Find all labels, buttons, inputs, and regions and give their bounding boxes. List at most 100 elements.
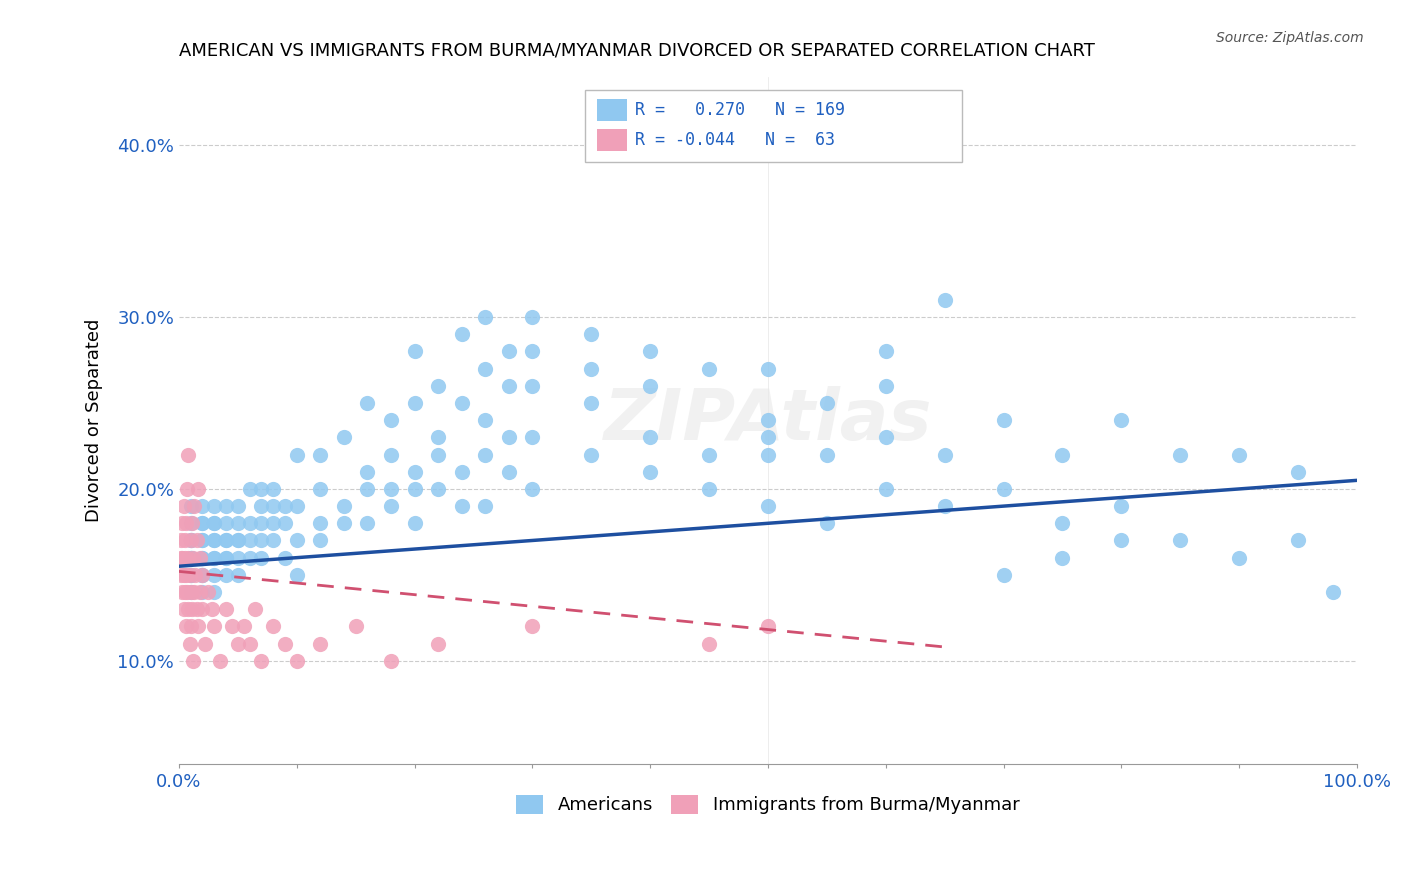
Point	[245, 602, 267, 616]
Point	[194, 636, 217, 650]
Point	[333, 516, 356, 531]
Point	[177, 550, 200, 565]
Point	[191, 550, 214, 565]
Point	[191, 550, 214, 565]
Point	[427, 379, 450, 393]
Point	[180, 533, 202, 548]
Point	[474, 499, 496, 513]
Point	[239, 533, 262, 548]
Point	[215, 567, 238, 582]
Text: R = -0.044   N =  63: R = -0.044 N = 63	[636, 131, 835, 149]
Point	[309, 533, 332, 548]
Point	[221, 619, 243, 633]
Point	[274, 636, 297, 650]
Point	[202, 516, 225, 531]
Point	[187, 482, 209, 496]
Point	[697, 361, 720, 376]
Point	[180, 585, 202, 599]
Point	[191, 567, 214, 582]
Point	[581, 361, 603, 376]
Point	[427, 430, 450, 444]
Point	[309, 448, 332, 462]
Point	[756, 361, 779, 376]
Point	[226, 533, 249, 548]
Point	[427, 636, 450, 650]
Point	[186, 533, 208, 548]
Point	[522, 310, 544, 325]
Point	[239, 482, 262, 496]
Point	[202, 619, 225, 633]
Point	[239, 516, 262, 531]
Point	[404, 516, 426, 531]
Point	[697, 482, 720, 496]
Point	[226, 533, 249, 548]
Point	[309, 636, 332, 650]
Point	[232, 619, 254, 633]
Point	[380, 654, 402, 668]
Point	[274, 550, 297, 565]
Point	[638, 379, 661, 393]
Point	[356, 396, 378, 410]
Point	[427, 448, 450, 462]
Point	[202, 533, 225, 548]
Text: R =   0.270   N = 169: R = 0.270 N = 169	[636, 102, 845, 120]
Point	[1286, 465, 1309, 479]
Point	[285, 654, 308, 668]
Point	[285, 533, 308, 548]
Point	[356, 482, 378, 496]
Point	[1111, 533, 1133, 548]
Point	[1168, 448, 1191, 462]
FancyBboxPatch shape	[585, 90, 962, 162]
Point	[309, 482, 332, 496]
Point	[638, 430, 661, 444]
Point	[404, 344, 426, 359]
Point	[581, 448, 603, 462]
Point	[181, 654, 204, 668]
Point	[180, 602, 202, 616]
Point	[191, 533, 214, 548]
Text: ZIPAtlas: ZIPAtlas	[603, 385, 932, 455]
Point	[179, 567, 201, 582]
Point	[1111, 413, 1133, 427]
Point	[177, 602, 200, 616]
Point	[215, 550, 238, 565]
Point	[1322, 585, 1344, 599]
Point	[226, 516, 249, 531]
Point	[202, 516, 225, 531]
Point	[209, 654, 232, 668]
Point	[697, 636, 720, 650]
Point	[934, 499, 956, 513]
Point	[226, 567, 249, 582]
Point	[215, 516, 238, 531]
Point	[179, 636, 201, 650]
Point	[174, 619, 197, 633]
Point	[180, 533, 202, 548]
Point	[638, 344, 661, 359]
Point	[522, 430, 544, 444]
Point	[815, 448, 838, 462]
Point	[250, 533, 273, 548]
Point	[498, 465, 520, 479]
Point	[522, 344, 544, 359]
Point	[333, 499, 356, 513]
Point	[173, 533, 195, 548]
Point	[404, 465, 426, 479]
Point	[875, 430, 897, 444]
Point	[450, 327, 472, 342]
Text: Source: ZipAtlas.com: Source: ZipAtlas.com	[1216, 31, 1364, 45]
Point	[404, 482, 426, 496]
Point	[202, 585, 225, 599]
Point	[226, 636, 249, 650]
Point	[993, 482, 1015, 496]
Point	[756, 413, 779, 427]
Point	[993, 567, 1015, 582]
Point	[756, 619, 779, 633]
Point	[191, 499, 214, 513]
Point	[581, 327, 603, 342]
Point	[262, 499, 284, 513]
Point	[170, 567, 193, 582]
Text: AMERICAN VS IMMIGRANTS FROM BURMA/MYANMAR DIVORCED OR SEPARATED CORRELATION CHAR: AMERICAN VS IMMIGRANTS FROM BURMA/MYANMA…	[179, 42, 1095, 60]
Point	[875, 379, 897, 393]
Point	[309, 516, 332, 531]
Point	[215, 550, 238, 565]
